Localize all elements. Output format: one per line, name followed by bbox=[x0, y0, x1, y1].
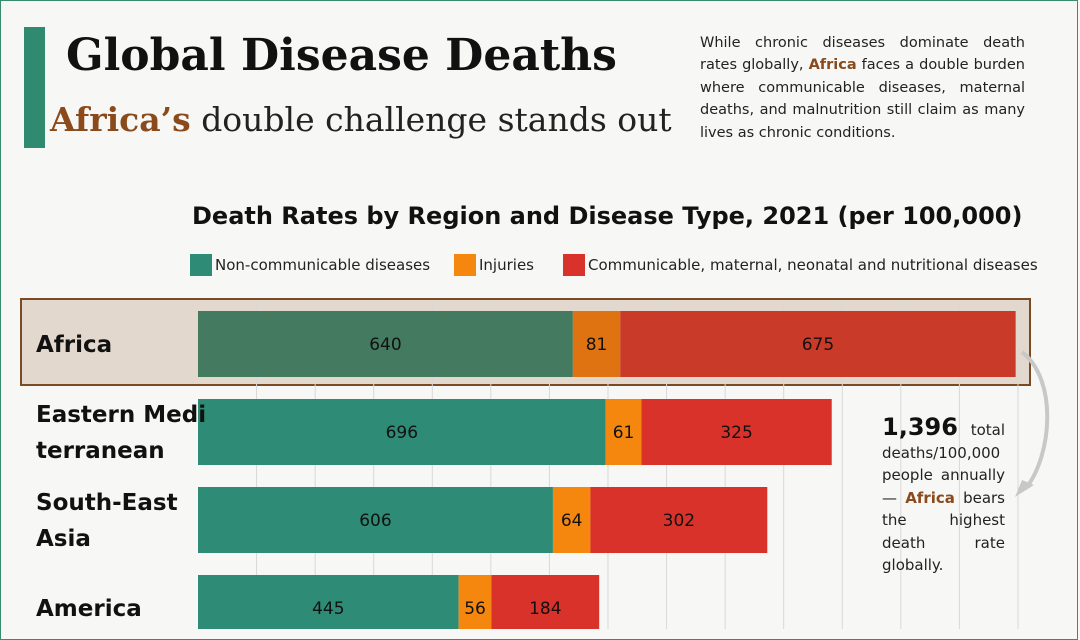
bar-value-label: 675 bbox=[802, 335, 834, 355]
legend-label-communicable: Communicable, maternal, neonatal and nut… bbox=[588, 256, 1038, 274]
intro-description: While chronic diseases dominate death ra… bbox=[700, 32, 1025, 144]
description-highlight: Africa bbox=[808, 57, 857, 74]
bar-value-label: 325 bbox=[720, 423, 752, 443]
chart-title: Death Rates by Region and Disease Type, … bbox=[192, 202, 1023, 230]
annotation-arrow bbox=[1020, 350, 1050, 490]
title-accent-bar bbox=[24, 27, 45, 148]
subtitle-highlight: Africa’s bbox=[50, 100, 191, 139]
description-after: faces a double burden where communicable… bbox=[700, 57, 1026, 141]
annotation-text: total deaths/100,000 people annually— bbox=[882, 421, 1005, 507]
bar-communicable bbox=[641, 399, 832, 465]
legend-item-injuries: Injuries bbox=[454, 254, 534, 276]
legend-swatch-communicable bbox=[563, 254, 585, 276]
bar-ncd bbox=[198, 575, 459, 629]
description-before: While chronic diseases dominate death ra… bbox=[700, 35, 1025, 74]
bar-value-label: 184 bbox=[529, 599, 561, 619]
category-label: South-East bbox=[36, 490, 178, 516]
annotation-value: 1,396 bbox=[882, 413, 958, 441]
category-label: Asia bbox=[36, 526, 91, 552]
bar-value-label: 81 bbox=[586, 335, 608, 355]
bar-injuries bbox=[572, 311, 621, 377]
legend-item-ncd: Non-communicable diseases bbox=[190, 254, 430, 276]
category-label: America bbox=[36, 596, 142, 622]
annotation-arrow-head bbox=[1015, 480, 1034, 497]
bar-injuries bbox=[458, 575, 492, 629]
bar-ncd bbox=[198, 311, 573, 377]
bar-communicable bbox=[590, 487, 768, 553]
annotation-text-end: bears the highest death rate globally. bbox=[882, 488, 1005, 575]
bar-value-label: 606 bbox=[359, 511, 391, 531]
legend-swatch-ncd bbox=[190, 254, 212, 276]
bar-value-label: 64 bbox=[561, 511, 583, 531]
category-label: Eastern Medi bbox=[36, 402, 206, 428]
total-annotation: 1,396 total deaths/100,000 people annual… bbox=[882, 413, 1005, 577]
bar-value-label: 445 bbox=[312, 599, 344, 619]
bar-value-label: 696 bbox=[386, 423, 418, 443]
bar-value-label: 56 bbox=[464, 599, 486, 619]
legend-item-communicable: Communicable, maternal, neonatal and nut… bbox=[563, 254, 1038, 276]
page-subtitle: Africa’s double challenge stands out bbox=[50, 100, 672, 139]
legend-label-ncd: Non-communicable diseases bbox=[215, 256, 431, 274]
category-label: Africa bbox=[36, 332, 112, 358]
bar-value-label: 302 bbox=[663, 511, 695, 531]
legend-label-injuries: Injuries bbox=[479, 256, 534, 274]
bar-value-label: 61 bbox=[613, 423, 635, 443]
bar-ncd bbox=[198, 487, 553, 553]
annotation-highlight: Africa bbox=[905, 488, 955, 507]
page-title: Global Disease Deaths bbox=[66, 30, 617, 81]
bar-ncd bbox=[198, 399, 606, 465]
bar-communicable bbox=[620, 311, 1016, 377]
legend-swatch-injuries bbox=[454, 254, 476, 276]
subtitle-rest: double challenge stands out bbox=[201, 100, 672, 139]
bar-injuries bbox=[605, 399, 642, 465]
bar-injuries bbox=[552, 487, 591, 553]
category-label: terranean bbox=[36, 438, 165, 464]
bar-value-label: 640 bbox=[369, 335, 401, 355]
bar-communicable bbox=[491, 575, 600, 629]
